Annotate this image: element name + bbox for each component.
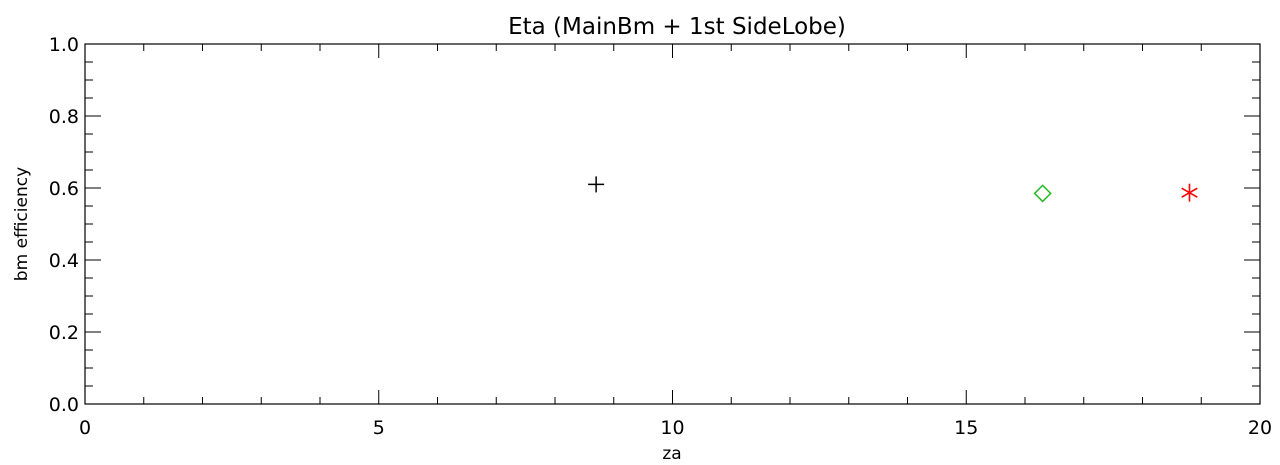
y-tick-label: 1.0 [49, 34, 79, 56]
tick-labels: 0 5 10 15 20 0.0 0.2 0.4 0.6 0.8 1.0 [49, 34, 1272, 439]
data-point-diamond [1033, 184, 1052, 203]
x-tick-label: 0 [79, 417, 91, 439]
x-tick-label: 10 [660, 417, 684, 439]
x-axis-label: za [662, 444, 681, 464]
y-tick-label: 0.0 [49, 394, 79, 416]
plot-frame [84, 43, 1261, 405]
x-tick-label: 5 [373, 417, 385, 439]
y-tick-label: 0.6 [49, 178, 79, 200]
y-tick-label: 0.8 [49, 106, 79, 128]
data-point-plus [588, 176, 605, 193]
y-tick-label: 0.4 [49, 250, 79, 272]
ticks [84, 43, 1261, 405]
y-axis-label: bm efficiency [12, 167, 32, 281]
y-tick-label: 0.2 [49, 322, 79, 344]
chart-title: Eta (MainBm + 1st SideLobe) [508, 14, 846, 40]
x-tick-label: 20 [1248, 417, 1272, 439]
data-points [588, 176, 1198, 203]
x-tick-label: 15 [954, 417, 978, 439]
data-point-asterisk [1181, 183, 1198, 202]
